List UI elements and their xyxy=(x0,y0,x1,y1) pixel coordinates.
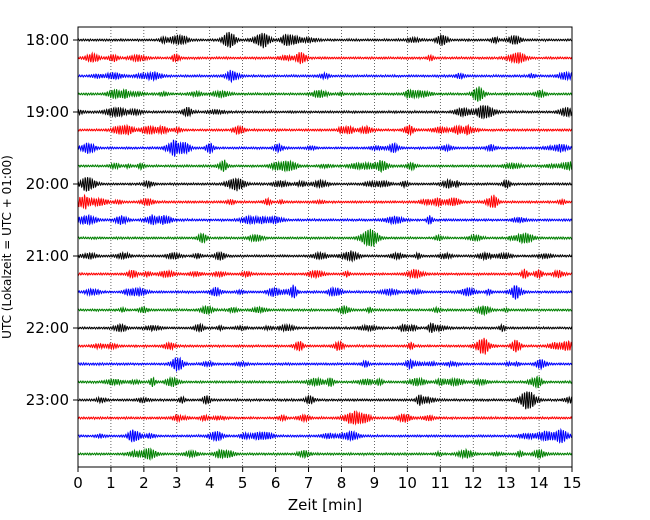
seismogram-trace xyxy=(77,268,573,280)
seismogram-trace xyxy=(77,447,573,461)
seismogram-trace xyxy=(77,250,573,263)
seismogram-trace xyxy=(77,69,573,84)
y-tick-label: 19:00 xyxy=(26,103,69,121)
x-tick-label: 8 xyxy=(337,474,347,492)
seismogram-trace xyxy=(77,391,573,410)
seismogram-trace xyxy=(77,139,573,157)
seismogram-trace xyxy=(77,123,573,137)
y-tick-label: 18:00 xyxy=(26,31,69,49)
seismogram-trace xyxy=(77,321,573,334)
seismogram-trace xyxy=(77,213,573,226)
x-tick-label: 7 xyxy=(304,474,314,492)
seismogram-trace xyxy=(77,337,573,355)
x-tick-label: 5 xyxy=(238,474,248,492)
x-tick-label: 12 xyxy=(464,474,483,492)
seismogram-trace xyxy=(77,86,573,102)
seismogram-trace xyxy=(77,304,573,317)
x-tick-label: 14 xyxy=(530,474,549,492)
y-axis-ticks: 18:00 19:00 20:00 21:00 22:00 23:00 xyxy=(26,31,78,409)
seismogram-trace xyxy=(77,356,573,372)
y-tick-label: 21:00 xyxy=(26,247,69,265)
seismogram-trace xyxy=(77,427,573,444)
x-tick-label: 11 xyxy=(431,474,450,492)
x-tick-label: 4 xyxy=(205,474,215,492)
x-tick-label: 9 xyxy=(370,474,380,492)
seismogram-trace xyxy=(77,409,573,426)
seismogram-traces xyxy=(77,31,573,461)
x-tick-label: 13 xyxy=(497,474,516,492)
seismogram-trace xyxy=(77,31,573,49)
seismogram-trace xyxy=(77,375,573,389)
seismogram-trace xyxy=(77,177,573,192)
x-tick-label: 1 xyxy=(106,474,116,492)
seismogram-trace xyxy=(77,104,573,120)
seismogram-trace xyxy=(77,159,573,174)
x-tick-label: 10 xyxy=(398,474,417,492)
y-tick-label: 20:00 xyxy=(26,175,69,193)
seismogram-trace xyxy=(77,51,573,65)
x-tick-label: 6 xyxy=(271,474,281,492)
plot-frame xyxy=(77,26,573,468)
x-tick-label: 15 xyxy=(562,474,581,492)
x-axis-label: Zeit [min] xyxy=(288,496,362,514)
seismogram-trace xyxy=(77,228,573,248)
x-axis-ticks: 0 1 2 3 4 5 6 7 8 9 10 11 12 13 14 15 xyxy=(73,467,582,492)
y-tick-label: 23:00 xyxy=(26,391,69,409)
grid-lines xyxy=(110,27,540,467)
y-tick-label: 22:00 xyxy=(26,319,69,337)
y-axis-label: UTC (Lokalzeit = UTC + 01:00) xyxy=(0,155,14,339)
x-tick-label: 2 xyxy=(139,474,149,492)
seismogram-trace xyxy=(77,284,573,300)
x-tick-label: 3 xyxy=(172,474,182,492)
seismogram-trace xyxy=(77,193,573,210)
x-tick-label: 0 xyxy=(73,474,83,492)
